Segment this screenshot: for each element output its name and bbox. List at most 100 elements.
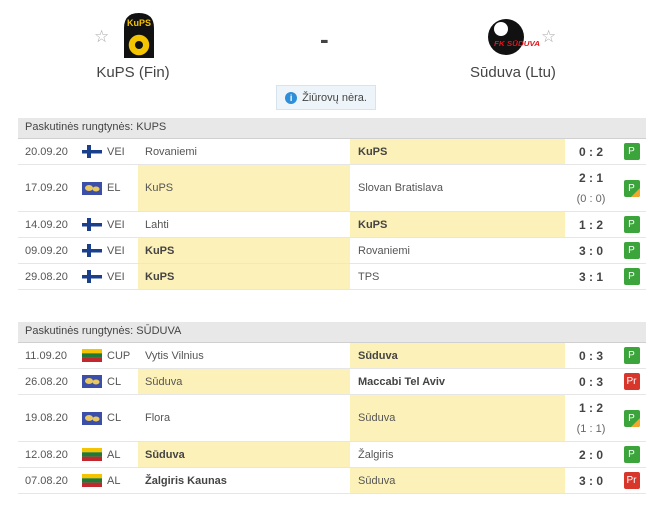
away-team[interactable]: Rovaniemi bbox=[358, 244, 410, 257]
competition: VEI bbox=[107, 218, 125, 231]
match-row[interactable]: 07.08.20 AL Žalgiris Kaunas Sūduva 3 : 0… bbox=[18, 468, 646, 494]
competition: VEI bbox=[107, 244, 125, 257]
match-date: 07.08.20 bbox=[25, 474, 68, 487]
table-header: Paskutinės rungtynės: SŪDUVA bbox=[18, 322, 646, 343]
match-row[interactable]: 11.09.20 CUP Vytis Vilnius Sūduva 0 : 3 … bbox=[18, 343, 646, 369]
info-icon: i bbox=[285, 91, 298, 104]
halftime-score: (0 : 0) bbox=[576, 193, 606, 205]
suduva-logo-text: FK SŪDUVA bbox=[494, 40, 540, 48]
score[interactable]: 0 : 3 bbox=[565, 343, 617, 368]
result-badge: P bbox=[623, 179, 640, 197]
competition: CUP bbox=[107, 349, 131, 362]
favorite-star-icon-home[interactable]: ☆ bbox=[94, 27, 110, 46]
home-team-name[interactable]: KuPS (Fin) bbox=[96, 64, 170, 81]
score[interactable]: 3 : 1 bbox=[565, 264, 617, 289]
final-score: 2 : 0 bbox=[578, 447, 603, 462]
favorite-star-icon-away[interactable]: ☆ bbox=[541, 27, 557, 46]
europe-flag-icon bbox=[80, 395, 104, 441]
score-separator: - bbox=[320, 24, 329, 54]
finland-flag-icon bbox=[80, 139, 104, 164]
competition: VEI bbox=[107, 270, 125, 283]
home-team[interactable]: Flora bbox=[145, 412, 171, 424]
final-score: 0 : 3 bbox=[578, 374, 603, 389]
score[interactable]: 2 : 1 (0 : 0) bbox=[565, 165, 617, 211]
competition: CL bbox=[107, 412, 122, 424]
away-team[interactable]: KuPS bbox=[350, 139, 565, 164]
result-badge: P bbox=[623, 216, 640, 233]
final-score: 3 : 0 bbox=[578, 243, 603, 258]
home-team[interactable]: Sūduva bbox=[138, 369, 350, 394]
result-badge: P bbox=[623, 347, 640, 364]
match-row[interactable]: 19.08.20 CL Flora Sūduva 1 : 2 (1 : 1) P bbox=[18, 395, 646, 442]
final-score: 3 : 0 bbox=[578, 473, 603, 488]
notice-box: i Žiūrovų nėra. bbox=[276, 85, 376, 110]
score[interactable]: 1 : 2 (1 : 1) bbox=[565, 395, 617, 441]
away-team-name[interactable]: Sūduva (Ltu) bbox=[470, 64, 556, 81]
score[interactable]: 0 : 2 bbox=[565, 139, 617, 164]
match-date: 26.08.20 bbox=[25, 375, 68, 388]
notice-text: Žiūrovų nėra. bbox=[302, 91, 367, 104]
away-team[interactable]: Maccabi Tel Aviv bbox=[358, 375, 446, 388]
score[interactable]: 0 : 3 bbox=[565, 369, 617, 394]
match-row[interactable]: 20.09.20 VEI Rovaniemi KuPS 0 : 2 P bbox=[18, 139, 646, 165]
home-team[interactable]: Žalgiris Kaunas bbox=[145, 474, 227, 487]
result-badge: Pr bbox=[623, 472, 640, 489]
final-score: 3 : 1 bbox=[578, 269, 603, 284]
result-badge: P bbox=[623, 409, 640, 427]
match-date: 29.08.20 bbox=[25, 270, 68, 283]
score[interactable]: 3 : 0 bbox=[565, 468, 617, 493]
result-badge: P bbox=[623, 242, 640, 259]
kups-logo: KuPS bbox=[124, 13, 154, 58]
finland-flag-icon bbox=[80, 238, 104, 263]
kups-logo-text: KuPS bbox=[127, 18, 151, 28]
home-team[interactable]: Lahti bbox=[145, 218, 169, 231]
match-date: 19.08.20 bbox=[25, 412, 68, 424]
away-team[interactable]: Slovan Bratislava bbox=[358, 182, 443, 194]
match-row[interactable]: 12.08.20 AL Sūduva Žalgiris 2 : 0 P bbox=[18, 442, 646, 468]
competition: EL bbox=[107, 182, 121, 194]
score[interactable]: 3 : 0 bbox=[565, 238, 617, 263]
final-score: 0 : 3 bbox=[578, 348, 603, 363]
match-date: 09.09.20 bbox=[25, 244, 68, 257]
table-header: Paskutinės rungtynės: KUPS bbox=[18, 118, 646, 139]
result-badge: P bbox=[623, 143, 640, 160]
suduva-logo: FK SŪDUVA bbox=[488, 19, 540, 55]
final-score: 0 : 2 bbox=[578, 144, 603, 159]
competition: CL bbox=[107, 375, 122, 388]
home-team[interactable]: Sūduva bbox=[138, 442, 350, 467]
away-team[interactable]: KuPS bbox=[350, 212, 565, 237]
away-team[interactable]: Sūduva bbox=[350, 468, 565, 493]
europe-flag-icon bbox=[80, 369, 104, 394]
home-team[interactable]: Rovaniemi bbox=[145, 145, 197, 158]
match-date: 17.09.20 bbox=[25, 182, 68, 194]
score[interactable]: 2 : 0 bbox=[565, 442, 617, 467]
score[interactable]: 1 : 2 bbox=[565, 212, 617, 237]
home-team[interactable]: KuPS bbox=[138, 165, 350, 211]
match-row[interactable]: 14.09.20 VEI Lahti KuPS 1 : 2 P bbox=[18, 212, 646, 238]
final-score: 2 : 1 bbox=[578, 171, 603, 185]
competition: VEI bbox=[107, 145, 125, 158]
match-date: 20.09.20 bbox=[25, 145, 68, 158]
europe-flag-icon bbox=[80, 165, 104, 211]
match-date: 14.09.20 bbox=[25, 218, 68, 231]
match-row[interactable]: 26.08.20 CL Sūduva Maccabi Tel Aviv 0 : … bbox=[18, 369, 646, 395]
home-team[interactable]: Vytis Vilnius bbox=[145, 349, 204, 362]
result-badge: P bbox=[623, 268, 640, 285]
home-team[interactable]: KuPS bbox=[138, 264, 350, 289]
away-team[interactable]: Sūduva bbox=[350, 395, 565, 441]
match-row[interactable]: 29.08.20 VEI KuPS TPS 3 : 1 P bbox=[18, 264, 646, 290]
finland-flag-icon bbox=[80, 264, 104, 289]
away-team[interactable]: TPS bbox=[358, 270, 380, 283]
result-badge: P bbox=[623, 446, 640, 463]
kups-last-matches-table: Paskutinės rungtynės: KUPS 20.09.20 VEI … bbox=[18, 118, 646, 290]
away-team[interactable]: Žalgiris bbox=[358, 448, 394, 461]
match-row[interactable]: 17.09.20 EL KuPS Slovan Bratislava 2 : 1… bbox=[18, 165, 646, 212]
competition: AL bbox=[107, 448, 121, 461]
suduva-last-matches-table: Paskutinės rungtynės: SŪDUVA 11.09.20 CU… bbox=[18, 322, 646, 494]
home-team[interactable]: KuPS bbox=[138, 238, 350, 263]
match-row[interactable]: 09.09.20 VEI KuPS Rovaniemi 3 : 0 P bbox=[18, 238, 646, 264]
halftime-score: (1 : 1) bbox=[576, 423, 606, 435]
away-team[interactable]: Sūduva bbox=[350, 343, 565, 368]
lithuania-flag-icon bbox=[80, 343, 104, 368]
lithuania-flag-icon bbox=[80, 442, 104, 467]
